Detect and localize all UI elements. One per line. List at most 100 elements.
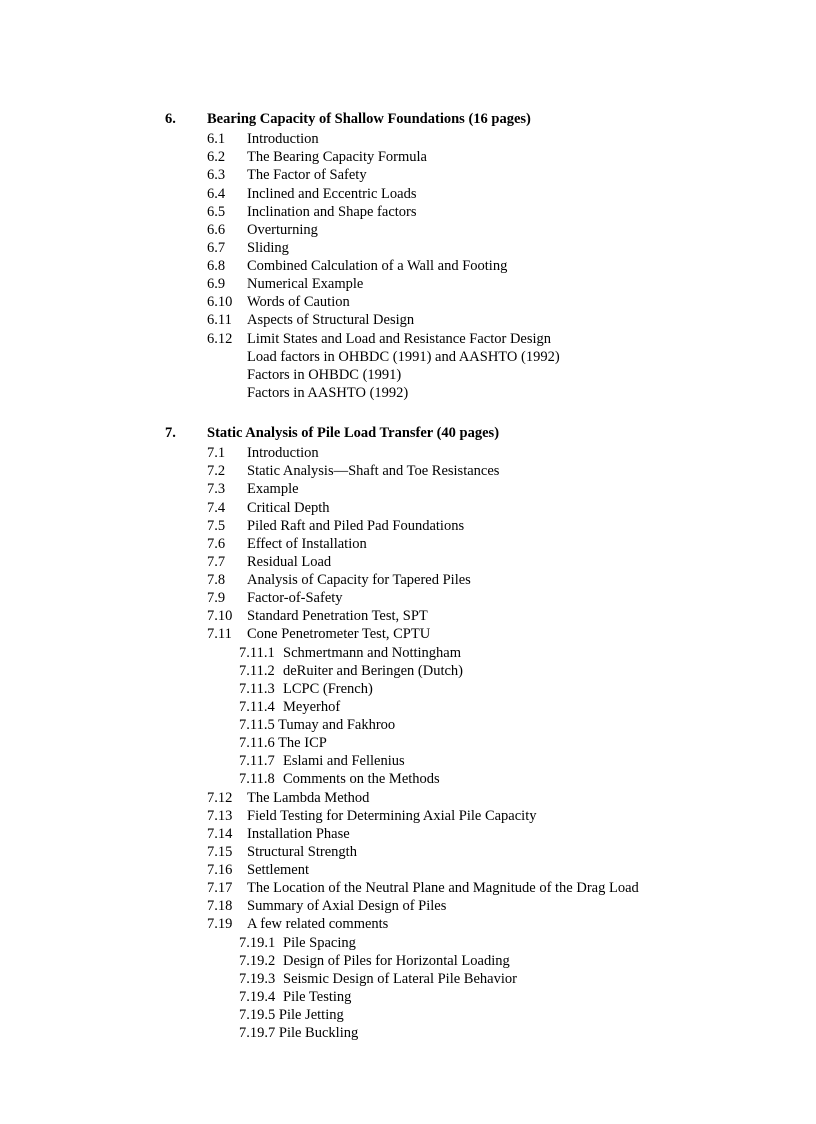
toc-sub-number: 6.5 <box>207 203 247 221</box>
toc-subsub-row: 7.19.4Pile Testing <box>239 988 736 1006</box>
toc-sub-title: Words of Caution <box>247 293 350 311</box>
toc-sub-row: 7.3Example <box>207 480 736 498</box>
toc-sub-number: 7.13 <box>207 807 247 825</box>
toc-sub-row: 7.16Settlement <box>207 861 736 879</box>
toc-section: 6.Bearing Capacity of Shallow Foundation… <box>165 110 736 402</box>
toc-sub-row: 6.1Introduction <box>207 130 736 148</box>
toc-sub-title: Piled Raft and Piled Pad Foundations <box>247 517 464 535</box>
toc-sub-title: Combined Calculation of a Wall and Footi… <box>247 257 507 275</box>
toc-sub-row: 7.10Standard Penetration Test, SPT <box>207 607 736 625</box>
toc-sub-number: 7.15 <box>207 843 247 861</box>
toc-subsub-title: Pile Spacing <box>283 934 356 952</box>
toc-sub-title: The Factor of Safety <box>247 166 367 184</box>
toc-sub-number: 7.18 <box>207 897 247 915</box>
toc-sub-number: 7.14 <box>207 825 247 843</box>
toc-sub-title: Standard Penetration Test, SPT <box>247 607 428 625</box>
toc-sub-row: 6.3The Factor of Safety <box>207 166 736 184</box>
toc-sub-row: 7.14Installation Phase <box>207 825 736 843</box>
toc-section-title: Static Analysis of Pile Load Transfer (4… <box>207 424 499 442</box>
toc-sub-title: Summary of Axial Design of Piles <box>247 897 446 915</box>
toc-subsub-title: Meyerhof <box>283 698 340 716</box>
toc-sub-row: 7.8Analysis of Capacity for Tapered Pile… <box>207 571 736 589</box>
toc-sub-number: 6.12 <box>207 330 247 348</box>
toc-sub-number: 6.4 <box>207 185 247 203</box>
toc-section-number: 6. <box>165 110 207 128</box>
toc-subsub-list: 7.11.1Schmertmann and Nottingham7.11.2de… <box>207 644 736 789</box>
toc-sub-number: 6.7 <box>207 239 247 257</box>
toc-sub-row: 7.5Piled Raft and Piled Pad Foundations <box>207 517 736 535</box>
toc-sub-title: Inclined and Eccentric Loads <box>247 185 417 203</box>
toc-subsub-title: LCPC (French) <box>283 680 373 698</box>
toc-sub-title: Residual Load <box>247 553 331 571</box>
toc-subsub-row: 7.11.3LCPC (French) <box>239 680 736 698</box>
toc-sub-title: Cone Penetrometer Test, CPTU <box>247 625 430 643</box>
toc-sub-number: 6.10 <box>207 293 247 311</box>
toc-subsub-number: 7.11.7 <box>239 752 283 770</box>
toc-sub-title: Structural Strength <box>247 843 357 861</box>
toc-sub-number: 7.12 <box>207 789 247 807</box>
toc-sub-extra: Load factors in OHBDC (1991) and AASHTO … <box>207 348 736 366</box>
toc-sub-number: 6.8 <box>207 257 247 275</box>
toc-subsub-row: 7.19.1Pile Spacing <box>239 934 736 952</box>
toc-subsub-title: deRuiter and Beringen (Dutch) <box>283 662 463 680</box>
toc-sub-number: 7.5 <box>207 517 247 535</box>
toc-sub-row: 7.7Residual Load <box>207 553 736 571</box>
toc-sub-number: 7.10 <box>207 607 247 625</box>
toc-sub-list: 7.1Introduction7.2Static Analysis—Shaft … <box>165 444 736 1042</box>
toc-sub-number: 6.6 <box>207 221 247 239</box>
toc-sub-row: 6.9Numerical Example <box>207 275 736 293</box>
toc-sub-row: 7.9Factor-of-Safety <box>207 589 736 607</box>
toc-sub-title: Introduction <box>247 444 319 462</box>
toc-subsub-number: 7.19.4 <box>239 988 283 1006</box>
toc-sub-row: 7.19A few related comments <box>207 915 736 933</box>
toc-sub-title: Critical Depth <box>247 499 330 517</box>
toc-sub-title: Settlement <box>247 861 309 879</box>
toc-sub-number: 6.2 <box>207 148 247 166</box>
toc-sub-number: 7.9 <box>207 589 247 607</box>
toc-sub-title: Limit States and Load and Resistance Fac… <box>247 330 551 348</box>
toc-subsub-title: Comments on the Methods <box>283 770 440 788</box>
toc-subsub-title: Schmertmann and Nottingham <box>283 644 461 662</box>
toc-subsub-row: 7.11.8Comments on the Methods <box>239 770 736 788</box>
toc-sub-number: 7.11 <box>207 625 247 643</box>
toc-sub-title: Numerical Example <box>247 275 363 293</box>
toc-subsub-row: 7.11.7Eslami and Fellenius <box>239 752 736 770</box>
toc-page: 6.Bearing Capacity of Shallow Foundation… <box>0 0 816 1124</box>
toc-sub-number: 7.19 <box>207 915 247 933</box>
toc-subsub-combined: 7.19.5 Pile Jetting <box>239 1006 344 1024</box>
toc-sub-row: 7.17The Location of the Neutral Plane an… <box>207 879 736 897</box>
toc-sub-row: 6.5Inclination and Shape factors <box>207 203 736 221</box>
toc-subsub-number: 7.19.1 <box>239 934 283 952</box>
toc-sub-list: 6.1Introduction6.2The Bearing Capacity F… <box>165 130 736 402</box>
toc-subsub-combined: 7.11.6 The ICP <box>239 734 327 752</box>
toc-subsub-row: 7.11.1Schmertmann and Nottingham <box>239 644 736 662</box>
toc-sub-title: Aspects of Structural Design <box>247 311 414 329</box>
toc-subsub-number: 7.11.3 <box>239 680 283 698</box>
toc-subsub-number: 7.11.4 <box>239 698 283 716</box>
toc-sub-number: 6.9 <box>207 275 247 293</box>
toc-subsub-row: 7.19.7 Pile Buckling <box>239 1024 736 1042</box>
toc-section-header: 6.Bearing Capacity of Shallow Foundation… <box>165 110 736 128</box>
toc-subsub-row: 7.11.4Meyerhof <box>239 698 736 716</box>
toc-subsub-number: 7.19.2 <box>239 952 283 970</box>
toc-sub-number: 7.2 <box>207 462 247 480</box>
toc-subsub-title: Eslami and Fellenius <box>283 752 405 770</box>
toc-sub-number: 7.6 <box>207 535 247 553</box>
toc-subsub-number: 7.19.3 <box>239 970 283 988</box>
toc-subsub-number: 7.11.8 <box>239 770 283 788</box>
toc-sub-extra: Factors in OHBDC (1991) <box>207 366 736 384</box>
toc-sub-title: Installation Phase <box>247 825 350 843</box>
toc-sub-row: 7.15Structural Strength <box>207 843 736 861</box>
toc-sub-title: A few related comments <box>247 915 388 933</box>
toc-sub-number: 6.11 <box>207 311 247 329</box>
toc-sub-title: Field Testing for Determining Axial Pile… <box>247 807 536 825</box>
toc-subsub-title: Design of Piles for Horizontal Loading <box>283 952 510 970</box>
toc-sub-row: 6.11Aspects of Structural Design <box>207 311 736 329</box>
toc-sub-title: Factor-of-Safety <box>247 589 343 607</box>
toc-sub-row: 7.13Field Testing for Determining Axial … <box>207 807 736 825</box>
toc-subsub-row: 7.19.3Seismic Design of Lateral Pile Beh… <box>239 970 736 988</box>
toc-subsub-title: Pile Testing <box>283 988 351 1006</box>
toc-sub-title: Inclination and Shape factors <box>247 203 417 221</box>
toc-sub-title: The Bearing Capacity Formula <box>247 148 427 166</box>
toc-sub-title: The Location of the Neutral Plane and Ma… <box>247 879 639 897</box>
